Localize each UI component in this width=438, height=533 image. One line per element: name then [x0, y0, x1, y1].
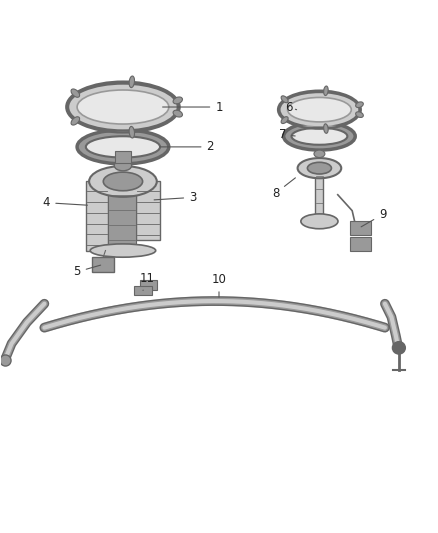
FancyBboxPatch shape — [350, 237, 371, 251]
Ellipse shape — [129, 76, 134, 87]
Polygon shape — [136, 181, 160, 240]
Text: 11: 11 — [139, 272, 155, 290]
Text: 6: 6 — [285, 101, 297, 114]
Text: 10: 10 — [212, 273, 226, 297]
Ellipse shape — [356, 112, 364, 117]
Text: 5: 5 — [74, 265, 101, 278]
FancyBboxPatch shape — [115, 151, 131, 163]
Text: 9: 9 — [361, 208, 386, 227]
Ellipse shape — [393, 342, 405, 354]
Ellipse shape — [103, 172, 143, 191]
Ellipse shape — [314, 150, 325, 158]
Ellipse shape — [129, 126, 134, 138]
Ellipse shape — [90, 244, 155, 257]
Polygon shape — [315, 168, 323, 221]
Ellipse shape — [278, 91, 361, 129]
Polygon shape — [108, 181, 136, 248]
Ellipse shape — [86, 136, 160, 158]
Ellipse shape — [71, 117, 80, 125]
Ellipse shape — [356, 102, 364, 108]
Ellipse shape — [281, 93, 358, 126]
FancyBboxPatch shape — [134, 286, 152, 295]
Ellipse shape — [297, 158, 341, 178]
Text: 7: 7 — [279, 128, 295, 141]
FancyBboxPatch shape — [141, 280, 157, 290]
Ellipse shape — [173, 110, 183, 117]
FancyBboxPatch shape — [350, 221, 371, 235]
Text: 2: 2 — [160, 140, 214, 154]
Ellipse shape — [324, 124, 328, 133]
Polygon shape — [86, 181, 108, 251]
Text: 1: 1 — [162, 101, 223, 114]
Ellipse shape — [77, 130, 169, 164]
Ellipse shape — [291, 128, 347, 145]
Ellipse shape — [307, 163, 332, 174]
Ellipse shape — [281, 117, 288, 124]
Ellipse shape — [114, 160, 132, 171]
Ellipse shape — [301, 214, 338, 229]
Ellipse shape — [89, 166, 157, 197]
Ellipse shape — [77, 90, 169, 124]
Ellipse shape — [288, 98, 351, 122]
Ellipse shape — [281, 96, 288, 103]
Text: 3: 3 — [154, 191, 197, 204]
Ellipse shape — [69, 85, 177, 130]
Ellipse shape — [71, 89, 80, 98]
Ellipse shape — [324, 86, 328, 95]
Text: 8: 8 — [272, 178, 295, 200]
Text: 4: 4 — [43, 196, 88, 209]
Ellipse shape — [173, 97, 183, 104]
Ellipse shape — [66, 82, 180, 133]
Ellipse shape — [284, 123, 355, 150]
FancyBboxPatch shape — [92, 257, 114, 272]
